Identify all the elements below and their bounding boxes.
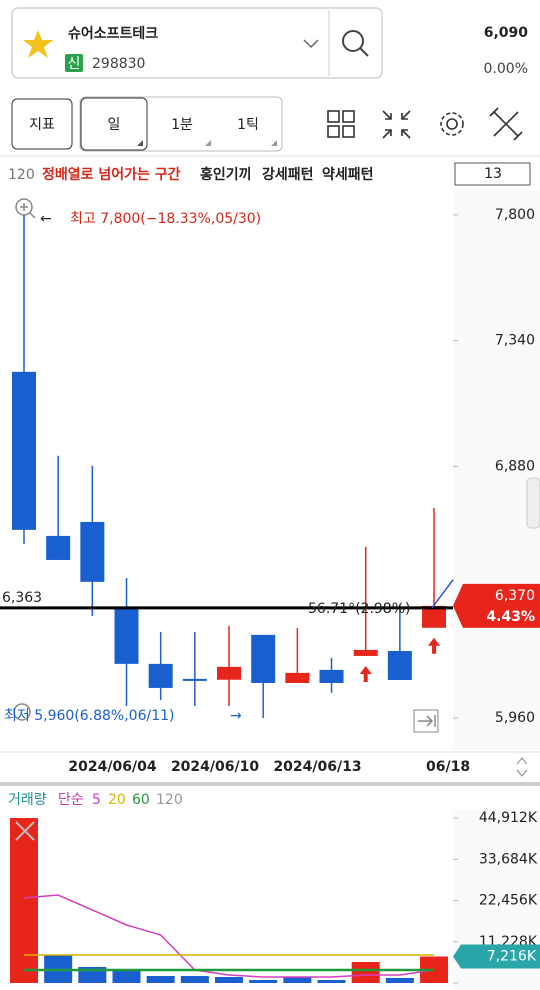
volume-bar [283,976,312,983]
volume-bar [249,979,278,983]
badge-text: 신 [68,56,81,72]
y-tick-label: 6,880 [495,458,535,474]
pattern: 약세패턴 [322,166,374,183]
candle-body [148,663,173,688]
last-price: 6,370 [495,588,535,604]
volume-label: 7,216K [487,948,537,964]
corner-mark [271,140,277,146]
x-tick-label: 2024/06/04 [68,759,156,775]
ma-line [23,894,435,978]
pattern-highlight: 정배열로 넘어가는 구간 [42,166,181,183]
high-label: 최고 7,800(−18.33%,05/30) [70,211,261,227]
stock-selector[interactable] [11,7,383,79]
legend-entry: 단순 [58,792,84,808]
side-handle[interactable] [526,477,540,529]
count-box [454,162,531,186]
legend-entry: 20 [108,792,126,808]
corner-mark [137,140,143,146]
candle-body [353,649,378,656]
x-tick-label: 2024/06/10 [171,759,259,775]
low-arrow: → [230,708,242,724]
candle-body [217,666,242,680]
candle-body [387,651,412,680]
change: 0.00% [484,61,528,77]
price-tag [453,583,540,628]
button-label: 지표 [29,117,55,133]
candle-body [80,521,105,582]
stock-code: 298830 [92,56,145,72]
stock-name: 슈어소프트테크 [68,25,158,42]
scroll-arrows[interactable] [516,757,528,777]
x-tick-label: 2024/06/13 [273,759,361,775]
candle-body [319,669,344,684]
volume-tag [453,944,540,969]
y-tick-label: 7,800 [495,207,535,223]
period: 120 [8,167,35,183]
y-tick-label: 33,684K [479,851,538,867]
search-icon[interactable] [342,30,364,52]
candle-body [251,634,276,684]
volume-bar [112,970,141,983]
corner-mark [205,140,211,146]
low-label: 최저 5,960(6.88%,06/11) [4,708,174,724]
last-change: 4.43% [486,609,535,625]
volume-bar [180,975,209,983]
close-icon [15,821,35,841]
high-arrow: ← [40,211,52,227]
badge [65,54,83,72]
y-tick-label: 5,960 [495,710,535,726]
y-tick-label: 44,912K [479,810,538,826]
volume-bar [351,962,380,983]
count: 13 [484,166,502,182]
price-axis-bg [453,190,540,750]
button-label: 1분 [171,117,193,133]
goto-end[interactable] [413,709,439,733]
y-tick-label: 22,456K [479,893,538,909]
level-label: 6,363 [2,590,42,606]
signal-arrow [428,637,441,654]
zoom-in-mark [20,203,36,219]
candle-body [114,607,139,664]
search-handle [359,47,369,57]
volume-bar [146,975,175,983]
pattern: 홍인기끼 [200,166,252,183]
pattern: 강세패턴 [262,166,314,183]
button-label: 일 [108,117,121,133]
legend-entry: 거래량 [8,792,47,808]
volume-bar [10,818,38,983]
y-tick-label: 7,340 [495,333,535,349]
legend-entry: 120 [156,792,183,808]
price: 6,090 [484,25,529,41]
period-day[interactable] [80,97,148,151]
volume-bar [385,978,414,983]
angle-label: 56.71°(2.98%) [308,601,410,617]
candle-body [46,535,71,560]
candle-body [12,371,36,530]
legend-entry: 60 [132,792,150,808]
toolbar-icons[interactable] [327,107,523,141]
signal-arrow [359,665,372,682]
volume-bar [215,976,244,983]
legend-entry: 5 [92,792,101,808]
dropdown[interactable] [303,39,319,49]
button-label: 1틱 [237,117,259,133]
zoom-out[interactable] [13,703,31,721]
favorite-star[interactable] [23,30,53,58]
volume-bar [317,979,346,983]
indicator-button[interactable] [11,98,73,150]
candle-body [285,672,310,684]
trend-line [431,579,454,609]
x-tick-label: 06/18 [426,759,470,775]
goto-end-mark [418,715,436,727]
candle-body [182,678,207,681]
candle-body [422,605,447,628]
